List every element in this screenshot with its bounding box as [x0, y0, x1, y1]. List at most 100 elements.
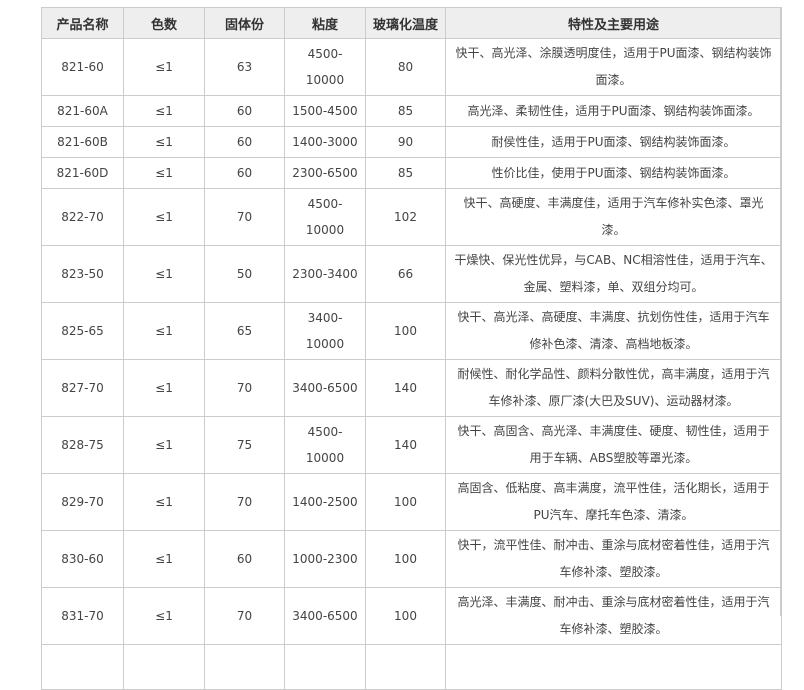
product-name-cell: 830-60: [41, 530, 124, 588]
tg-cell: 85: [365, 95, 446, 127]
color-number-cell: ≤1: [123, 473, 205, 531]
viscosity-cell: 3400-10000: [284, 302, 366, 360]
table-row: 829-70 ≤1 70 1400-2500 100 高固含、低粘度、高丰满度，流平性佳，…: [41, 473, 782, 531]
solid-content-cell: 70: [204, 587, 285, 645]
viscosity-cell: 4500-10000: [284, 416, 366, 474]
tg-cell: 100: [365, 530, 446, 588]
header-viscosity: 粘度: [284, 7, 366, 39]
description-cell: 性价比佳，使用于PU面漆、钢结构装饰面漆。: [445, 157, 782, 189]
viscosity-cell: 4500-10000: [284, 188, 366, 246]
viscosity-cell: 1000-2300: [284, 530, 366, 588]
color-number-cell: ≤1: [123, 302, 205, 360]
table-row: 821-60B ≤1 60 1400-3000 90 耐侯性佳，适用于PU面漆、钢结构装饰…: [41, 126, 782, 158]
product-name-cell: 821-60B: [41, 126, 124, 158]
table-row-partial: [41, 644, 782, 690]
color-number-cell: ≤1: [123, 587, 205, 645]
product-name-cell: 821-60D: [41, 157, 124, 189]
tg-cell: 90: [365, 126, 446, 158]
product-name-cell: 829-70: [41, 473, 124, 531]
tg-cell: 140: [365, 359, 446, 417]
solid-content-cell: 70: [204, 359, 285, 417]
solid-content-cell: 70: [204, 473, 285, 531]
product-name-cell: 821-60: [41, 38, 124, 96]
solid-content-cell: 65: [204, 302, 285, 360]
header-solid-content: 固体份: [204, 7, 285, 39]
description-cell: 高固含、低粘度、高丰满度，流平性佳，活化期长，适用于PU汽车、摩托车色漆、清漆。: [445, 473, 782, 531]
header-row: 产品名称 色数 固体份 粘度 玻璃化温度 特性及主要用途: [41, 7, 782, 39]
description-cell: 高光泽、丰满度、耐冲击、重涂与底材密着性佳，适用于汽车修补漆、塑胶漆。: [445, 587, 782, 645]
product-name-cell: 822-70: [41, 188, 124, 246]
color-number-cell: ≤1: [123, 530, 205, 588]
empty-cell: [365, 644, 446, 690]
solid-content-cell: 60: [204, 95, 285, 127]
empty-cell: [445, 644, 782, 690]
product-name-cell: 821-60A: [41, 95, 124, 127]
table-row: 821-60D ≤1 60 2300-6500 85 性价比佳，使用于PU面漆、钢结构装饰…: [41, 157, 782, 189]
color-number-cell: ≤1: [123, 95, 205, 127]
description-cell: 干燥快、保光性优异，与CAB、NC相溶性佳，适用于汽车、金属、塑料漆，单、双组分…: [445, 245, 782, 303]
viscosity-cell: 1400-2500: [284, 473, 366, 531]
table-right-border: [780, 7, 782, 616]
table-row: 821-60 ≤1 63 4500-10000 80 快干、高光泽、涂膜透明度佳，适用于P…: [41, 38, 782, 96]
product-name-cell: 828-75: [41, 416, 124, 474]
header-color-number: 色数: [123, 7, 205, 39]
product-name-cell: 825-65: [41, 302, 124, 360]
viscosity-cell: 2300-3400: [284, 245, 366, 303]
solid-content-cell: 60: [204, 157, 285, 189]
color-number-cell: ≤1: [123, 126, 205, 158]
description-cell: 快干、高光泽、高硬度、丰满度、抗划伤性佳，适用于汽车修补色漆、清漆、高档地板漆。: [445, 302, 782, 360]
empty-cell: [204, 644, 285, 690]
description-cell: 快干、高硬度、丰满度佳，适用于汽车修补实色漆、罩光漆。: [445, 188, 782, 246]
product-spec-table: 产品名称 色数 固体份 粘度 玻璃化温度 特性及主要用途 821-60 ≤1 63 4…: [41, 7, 782, 690]
tg-cell: 140: [365, 416, 446, 474]
tg-cell: 102: [365, 188, 446, 246]
color-number-cell: ≤1: [123, 245, 205, 303]
description-cell: 耐侯性佳，适用于PU面漆、钢结构装饰面漆。: [445, 126, 782, 158]
table-row: 830-60 ≤1 60 1000-2300 100 快干，流平性佳、耐冲击、重涂与底材密…: [41, 530, 782, 588]
table-row: 821-60A ≤1 60 1500-4500 85 高光泽、柔韧性佳，适用于PU面漆、钢…: [41, 95, 782, 127]
viscosity-cell: 1500-4500: [284, 95, 366, 127]
table-row: 823-50 ≤1 50 2300-3400 66 干燥快、保光性优异，与CAB、NC相溶…: [41, 245, 782, 303]
viscosity-cell: 3400-6500: [284, 587, 366, 645]
color-number-cell: ≤1: [123, 38, 205, 96]
description-cell: 快干、高固含、高光泽、丰满度佳、硬度、韧性佳，适用于用于车辆、ABS塑胶等罩光漆…: [445, 416, 782, 474]
description-cell: 高光泽、柔韧性佳，适用于PU面漆、钢结构装饰面漆。: [445, 95, 782, 127]
product-name-cell: 827-70: [41, 359, 124, 417]
tg-cell: 100: [365, 302, 446, 360]
viscosity-cell: 3400-6500: [284, 359, 366, 417]
viscosity-cell: 1400-3000: [284, 126, 366, 158]
tg-cell: 100: [365, 473, 446, 531]
table-body: 821-60 ≤1 63 4500-10000 80 快干、高光泽、涂膜透明度佳，适用于P…: [41, 38, 782, 690]
description-cell: 耐候性、耐化学品性、颜料分散性优，高丰满度，适用于汽车修补漆、原厂漆(大巴及SU…: [445, 359, 782, 417]
viscosity-cell: 2300-6500: [284, 157, 366, 189]
tg-cell: 80: [365, 38, 446, 96]
color-number-cell: ≤1: [123, 157, 205, 189]
empty-cell: [41, 644, 124, 690]
color-number-cell: ≤1: [123, 359, 205, 417]
table-row: 827-70 ≤1 70 3400-6500 140 耐候性、耐化学品性、颜料分散性优，高…: [41, 359, 782, 417]
solid-content-cell: 63: [204, 38, 285, 96]
table-row: 825-65 ≤1 65 3400-10000 100 快干、高光泽、高硬度、丰满度、抗划…: [41, 302, 782, 360]
solid-content-cell: 75: [204, 416, 285, 474]
header-product-name: 产品名称: [41, 7, 124, 39]
color-number-cell: ≤1: [123, 188, 205, 246]
product-name-cell: 831-70: [41, 587, 124, 645]
empty-cell: [284, 644, 366, 690]
color-number-cell: ≤1: [123, 416, 205, 474]
solid-content-cell: 70: [204, 188, 285, 246]
header-glass-transition-temp: 玻璃化温度: [365, 7, 446, 39]
solid-content-cell: 60: [204, 126, 285, 158]
viscosity-cell: 4500-10000: [284, 38, 366, 96]
solid-content-cell: 60: [204, 530, 285, 588]
empty-cell: [123, 644, 205, 690]
table-row: 831-70 ≤1 70 3400-6500 100 高光泽、丰满度、耐冲击、重涂与底材密…: [41, 587, 782, 645]
tg-cell: 66: [365, 245, 446, 303]
description-cell: 快干、高光泽、涂膜透明度佳，适用于PU面漆、钢结构装饰面漆。: [445, 38, 782, 96]
table-row: 828-75 ≤1 75 4500-10000 140 快干、高固含、高光泽、丰满度佳、硬…: [41, 416, 782, 474]
product-name-cell: 823-50: [41, 245, 124, 303]
tg-cell: 100: [365, 587, 446, 645]
description-cell: 快干，流平性佳、耐冲击、重涂与底材密着性佳，适用于汽车修补漆、塑胶漆。: [445, 530, 782, 588]
solid-content-cell: 50: [204, 245, 285, 303]
header-features-usage: 特性及主要用途: [445, 7, 782, 39]
table-row: 822-70 ≤1 70 4500-10000 102 快干、高硬度、丰满度佳，适用于汽车…: [41, 188, 782, 246]
